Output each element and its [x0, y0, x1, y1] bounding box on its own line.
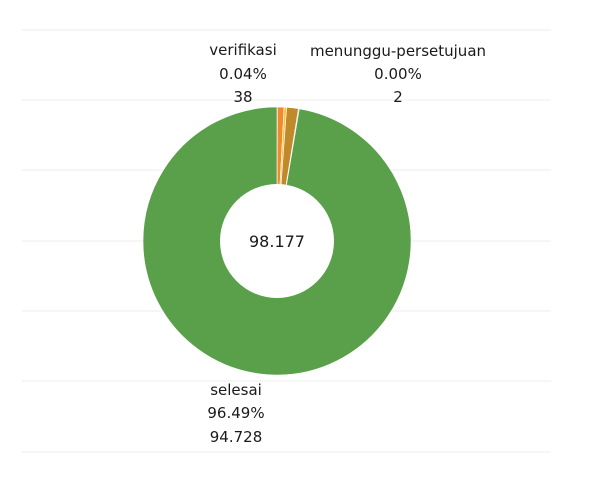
label-selesai-percent: 96.49% — [207, 404, 264, 422]
donut-hole — [220, 184, 334, 298]
label-menunggu-value: 2 — [393, 88, 403, 106]
center-total-label: 98.177 — [249, 232, 305, 251]
label-verifikasi-value: 38 — [233, 88, 252, 106]
label-selesai-name: selesai — [210, 381, 262, 399]
label-menunggu-percent: 0.00% — [374, 65, 422, 83]
label-selesai-value: 94.728 — [210, 428, 263, 446]
label-verifikasi-percent: 0.04% — [219, 65, 267, 83]
label-menunggu-name: menunggu-persetujuan — [310, 42, 486, 60]
label-verifikasi-name: verifikasi — [209, 41, 277, 59]
